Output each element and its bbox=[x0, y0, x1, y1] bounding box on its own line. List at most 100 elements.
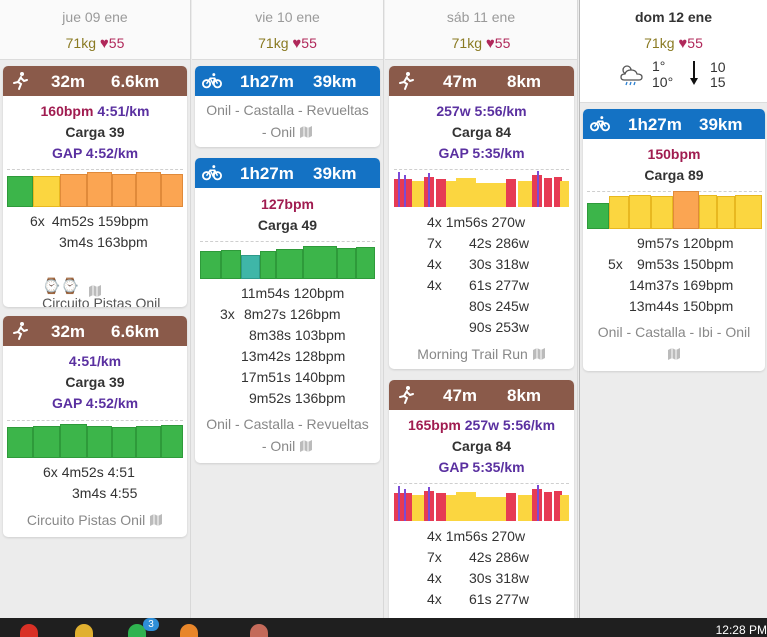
intensity-block bbox=[587, 203, 609, 229]
interval-row: 8m38s 103bpm bbox=[249, 327, 346, 343]
intensity-block bbox=[112, 427, 136, 458]
gap-pace: GAP 4:52/km bbox=[51, 145, 139, 161]
route-row[interactable]: - Onil bbox=[195, 438, 380, 454]
intensity-block bbox=[221, 250, 241, 279]
map-icon[interactable] bbox=[299, 125, 313, 139]
notification-badge: 3 bbox=[143, 618, 159, 631]
intensity-block bbox=[629, 195, 651, 229]
day-header: jue 09 ene 71kg ♥55 bbox=[0, 0, 190, 60]
map-icon[interactable] bbox=[3, 283, 187, 299]
activity-duration: 32m bbox=[51, 72, 86, 91]
day-date: dom 12 ene bbox=[634, 9, 713, 25]
activity-header: 32m 6.6km bbox=[3, 316, 187, 346]
activity-distance: 39km bbox=[313, 164, 357, 183]
interval-row: 6x 4m52s 4:51 bbox=[43, 464, 135, 480]
activity-card-run[interactable]: 32m 6.6km 4:51/km Carga 39 GAP 4:52/km 6… bbox=[3, 316, 187, 537]
interval-row: 7x 42s 286w bbox=[427, 549, 529, 565]
day-metrics: 71kg ♥55 bbox=[192, 35, 383, 52]
training-load: Carga 39 bbox=[65, 374, 125, 390]
interval-row: 5x 9m53s 150bpm bbox=[608, 256, 734, 272]
activity-header: 47m 8km bbox=[389, 380, 574, 410]
activity-header: 47m 8km bbox=[389, 66, 574, 96]
weight-value: 71kg bbox=[65, 35, 96, 51]
intensity-chart bbox=[7, 420, 183, 458]
interval-row: 14m37s 169bpm bbox=[629, 277, 734, 293]
map-icon[interactable] bbox=[149, 513, 163, 527]
route-name: Circuito Pistas Onil bbox=[26, 512, 146, 528]
interval-row: 17m51s 140bpm bbox=[241, 369, 346, 385]
route-name: Onil - Castalla - Revueltas bbox=[206, 416, 369, 432]
heart-icon: ♥ bbox=[678, 35, 688, 52]
day-date: vie 10 ene bbox=[255, 9, 320, 25]
resting-hr-value: 55 bbox=[108, 35, 125, 51]
running-icon bbox=[13, 72, 28, 90]
activity-card-ride[interactable]: 1h27m 39km 150bpm Carga 89 9m57s 120bpm … bbox=[583, 109, 765, 371]
hr-pace-line: 160bpm 4:51/km bbox=[3, 103, 187, 119]
interval-row: 13m42s 128bpm bbox=[241, 348, 346, 364]
route-name-cont: - Onil bbox=[261, 438, 296, 454]
day-header: vie 10 ene 71kg ♥55 bbox=[192, 0, 383, 60]
intensity-block bbox=[303, 246, 337, 279]
interval-row: 4x 1m56s 270w bbox=[427, 214, 526, 230]
temp-low: 1° bbox=[652, 58, 666, 74]
intensity-chart bbox=[7, 169, 183, 207]
hr-power-pace-line: 165bpm 257w 5:56/km bbox=[389, 417, 574, 433]
training-load: Carga 39 bbox=[65, 124, 125, 140]
gap-pace: GAP 5:35/km bbox=[438, 145, 525, 161]
interval-row: 11m54s 120bpm bbox=[241, 285, 345, 301]
route-row[interactable]: Morning Trail Run bbox=[389, 346, 574, 362]
activity-card-ride[interactable]: 1h27m 39km 127bpm Carga 49 11m54s 120bpm… bbox=[195, 158, 380, 463]
intensity-block bbox=[136, 426, 161, 458]
interval-row: 3x 8m27s 126bpm bbox=[220, 306, 341, 322]
slides-icon[interactable] bbox=[180, 624, 198, 637]
interval-row: 9m52s 136bpm bbox=[249, 390, 346, 406]
activity-duration: 1h27m bbox=[240, 72, 294, 91]
avatar-icon[interactable] bbox=[250, 624, 268, 637]
training-load: Carga 89 bbox=[644, 167, 704, 183]
day-header: sáb 11 ene 71kg ♥55 bbox=[385, 0, 577, 60]
route-name: Circuito Pistas Onil bbox=[42, 295, 161, 307]
activity-distance: 6.6km bbox=[111, 72, 160, 91]
activity-distance: 39km bbox=[699, 115, 743, 134]
activity-card-ride[interactable]: 1h27m 39km Onil - Castalla - Revueltas -… bbox=[195, 66, 380, 147]
route-row[interactable]: - Onil bbox=[195, 124, 380, 140]
day-date: sáb 11 ene bbox=[446, 9, 516, 25]
avg-heart-rate: 150bpm bbox=[647, 146, 701, 162]
resting-hr-value: 55 bbox=[301, 35, 317, 51]
activity-header: 1h27m 39km bbox=[195, 66, 380, 96]
intensity-block bbox=[112, 174, 136, 207]
avg-pace: 5:56/km bbox=[474, 103, 527, 119]
files-icon[interactable] bbox=[75, 624, 93, 637]
interval-row: 4x 30s 318w bbox=[427, 256, 529, 272]
map-icon[interactable] bbox=[299, 439, 313, 453]
interval-row: 4x 30s 318w bbox=[427, 570, 529, 586]
activity-card-run[interactable]: 47m 8km 257w 5:56/km Carga 84 GAP 5:35/k… bbox=[389, 66, 574, 369]
intensity-block bbox=[260, 251, 276, 279]
activity-card-run[interactable]: 47m 8km 165bpm 257w 5:56/km Carga 84 GAP… bbox=[389, 380, 574, 618]
chrome-icon[interactable] bbox=[20, 624, 38, 637]
whatsapp-icon[interactable] bbox=[128, 624, 146, 637]
heart-icon: ♥ bbox=[99, 35, 109, 52]
training-load: Carga 49 bbox=[257, 217, 318, 233]
intensity-block bbox=[651, 196, 673, 229]
intensity-block bbox=[60, 174, 87, 207]
bicycle-icon bbox=[202, 73, 222, 89]
training-load: Carga 84 bbox=[451, 124, 512, 140]
temp-high: 10° bbox=[652, 74, 674, 90]
wind-value-b: 15 bbox=[710, 74, 726, 90]
day-column-fri: vie 10 ene 71kg ♥55 1h27m 39km Onil - Ca… bbox=[192, 0, 384, 618]
activity-distance: 39km bbox=[313, 72, 357, 91]
intensity-block bbox=[7, 427, 33, 458]
bicycle-icon bbox=[202, 165, 222, 181]
map-icon[interactable] bbox=[583, 346, 765, 362]
running-icon bbox=[399, 72, 414, 90]
avg-heart-rate: 160bpm bbox=[40, 103, 94, 119]
running-icon bbox=[399, 386, 414, 404]
intensity-block bbox=[161, 425, 183, 458]
weight-value: 71kg bbox=[644, 35, 675, 51]
intensity-block bbox=[609, 196, 629, 229]
activity-card-run[interactable]: 32m 6.6km 160bpm 4:51/km Carga 39 GAP 4:… bbox=[3, 66, 187, 307]
activity-distance: 8km bbox=[507, 386, 542, 405]
map-icon[interactable] bbox=[532, 347, 546, 361]
route-row[interactable]: Circuito Pistas Onil bbox=[3, 512, 187, 528]
